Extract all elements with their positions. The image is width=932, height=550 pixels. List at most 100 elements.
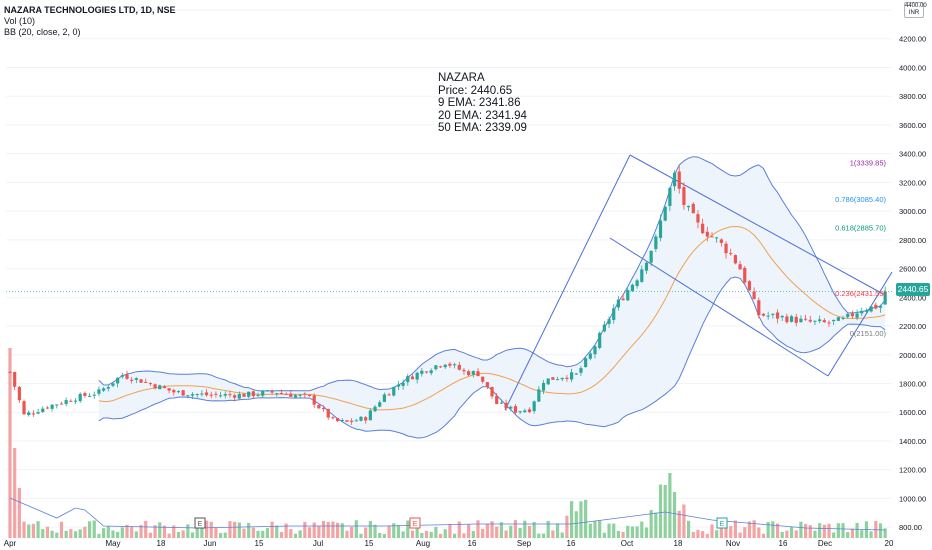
candle-body	[31, 413, 35, 415]
candle-body	[738, 264, 742, 270]
candle-body	[832, 319, 836, 322]
candle-body	[256, 394, 260, 396]
candle-body	[663, 206, 667, 221]
volume-bar	[247, 522, 251, 538]
candle-body	[275, 393, 279, 395]
volume-bar	[125, 524, 129, 538]
candle-body	[41, 408, 45, 412]
y-tick-label: 1600.00	[899, 408, 926, 417]
x-tick-label: Sep	[517, 539, 532, 548]
candle-body	[715, 237, 719, 239]
x-tick-label: Aug	[416, 539, 430, 548]
volume-bar	[518, 528, 522, 538]
volume-bar	[551, 530, 555, 538]
candle-body	[106, 387, 110, 389]
volume-legend: Vol (10)	[4, 16, 36, 26]
volume-bar	[200, 527, 204, 538]
last-price-pill: 2440.65	[896, 283, 930, 296]
volume-bar	[331, 521, 335, 538]
volume-bar	[340, 523, 344, 538]
volume-bar	[710, 524, 714, 538]
volume-bar	[878, 523, 883, 538]
volume-bar	[485, 523, 489, 538]
volume-bar	[195, 523, 199, 538]
fib-label: 0.236(2431.55)	[835, 289, 886, 298]
volume-bar	[523, 520, 527, 538]
candle-body	[364, 417, 368, 421]
candle-body	[808, 319, 812, 322]
volume-bar	[134, 531, 138, 538]
volume-bar	[565, 515, 569, 538]
y-tick-label: 1000.00	[899, 494, 926, 503]
channel-line	[609, 237, 829, 377]
candle-body	[130, 379, 134, 381]
candle-body	[644, 262, 649, 271]
fib-label: 0.786(3085.40)	[835, 195, 886, 204]
x-tick-label: Apr	[4, 539, 17, 548]
volume-bar	[499, 522, 503, 538]
volume-bar	[275, 525, 279, 538]
candle-body	[696, 214, 700, 223]
volume-bar	[546, 520, 550, 538]
candle-body	[635, 280, 639, 286]
candle-body	[541, 383, 546, 391]
volume-bar	[733, 520, 737, 538]
candle-body	[237, 393, 241, 399]
candle-body	[771, 313, 775, 315]
volume-bar	[284, 523, 288, 538]
y-tick-label: 2200.00	[899, 322, 926, 331]
volume-bar	[846, 532, 850, 538]
candle-body	[874, 304, 878, 309]
earnings-marker-label: E	[720, 521, 725, 528]
volume-bar	[687, 520, 691, 538]
x-tick-label: Oct	[621, 539, 634, 548]
info-box: NAZARA Price: 2440.65 9 EMA: 2341.86 20 …	[438, 72, 527, 135]
candle-body	[682, 187, 686, 206]
candle-body	[448, 363, 452, 366]
candle-body	[743, 267, 747, 283]
candle-body	[279, 393, 284, 395]
volume-bar	[364, 527, 368, 538]
candle-body	[729, 253, 733, 255]
volume-bar	[743, 527, 747, 538]
y-tick-label: 2800.00	[899, 236, 926, 245]
candle-body	[195, 393, 199, 395]
currency-label: INR	[908, 10, 920, 16]
volume-bar	[682, 504, 686, 538]
candle-body	[410, 376, 415, 380]
candle-body	[626, 290, 630, 301]
volume-bar	[251, 527, 255, 538]
volume-bar	[747, 521, 752, 538]
volume-bar	[719, 522, 723, 538]
candle-body	[860, 310, 864, 314]
volume-bar	[841, 523, 845, 538]
x-tick-label: 15	[255, 539, 264, 548]
volume-bar	[256, 530, 260, 538]
candle-body	[649, 250, 653, 263]
volume-bar	[579, 501, 583, 538]
volume-bar	[822, 524, 826, 538]
volume-bar	[172, 525, 176, 538]
info-ema9: 9 EMA: 2341.86	[438, 97, 521, 109]
candle-body	[27, 412, 31, 415]
volume-bar	[584, 499, 588, 538]
volume-bar	[106, 526, 110, 538]
candle-body	[757, 300, 761, 316]
volume-bar	[312, 522, 316, 538]
volume-bar	[541, 533, 546, 538]
candle-body	[836, 317, 840, 321]
candle-body	[654, 236, 658, 250]
y-tick-label: 4000.00	[899, 63, 926, 72]
candle-body	[710, 236, 714, 238]
candle-body	[270, 391, 274, 393]
candle-body	[396, 384, 401, 387]
candle-body	[612, 308, 616, 320]
x-tick-label: 15	[365, 539, 374, 548]
channel-line	[504, 154, 631, 411]
volume-bar	[649, 510, 653, 538]
currency-badge[interactable]: 4400.00 INR	[904, 2, 927, 18]
candle-body	[588, 353, 592, 359]
candle-body	[204, 392, 209, 396]
candle-body	[799, 318, 803, 323]
